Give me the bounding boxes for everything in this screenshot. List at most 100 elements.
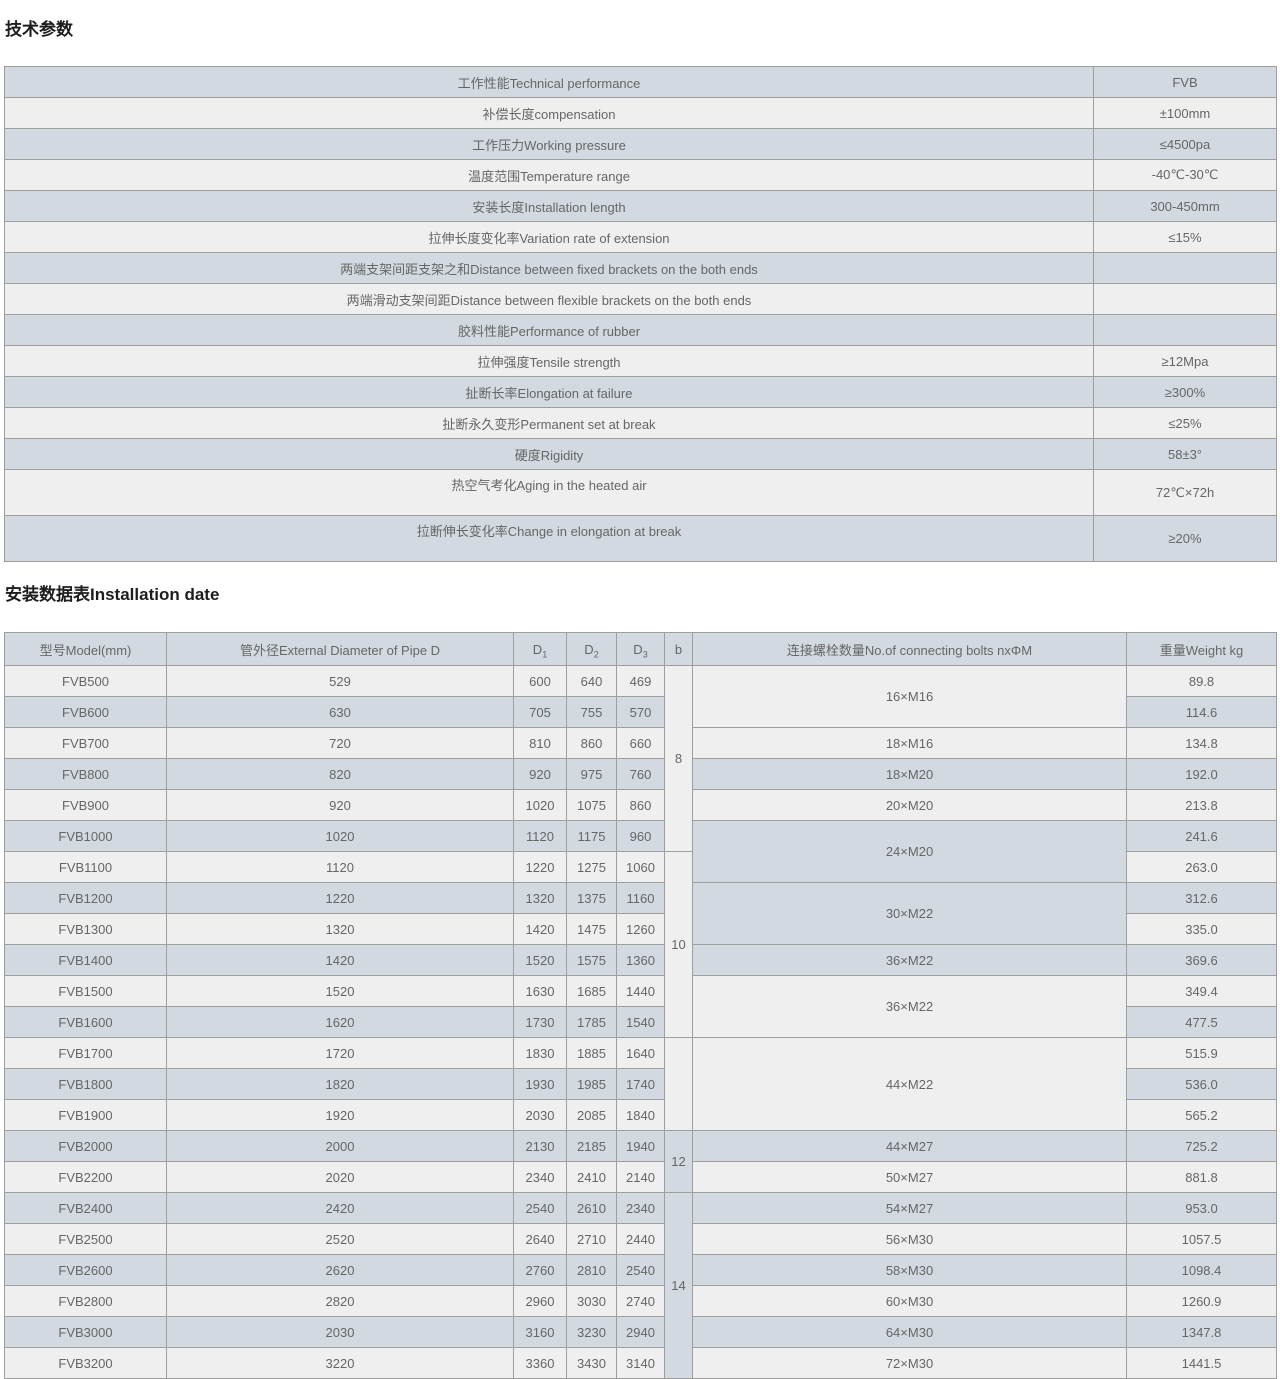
d1-cell: 1420 [513,913,567,945]
d1-cell: 3360 [513,1347,567,1379]
table-row: FVB1000 1020 1120 1175 960 24×M20 241.6 [4,820,1277,883]
d3-cell: 2740 [616,1285,665,1317]
spec-row: 工作压力Working pressure ≤4500pa [4,128,1277,160]
d2-cell: 2185 [566,1130,617,1162]
d1-cell: 1020 [513,789,567,821]
weight-cell: 134.8 [1126,727,1277,759]
d3-cell: 1060 [616,851,665,883]
model-cell: FVB1700 [4,1037,167,1069]
d1-cell: 2960 [513,1285,567,1317]
bolts-cell: 36×M22 [692,944,1127,976]
d3-cell: 1440 [616,975,665,1007]
col-header-d2: D2 [566,632,617,666]
spec-label: 温度范围Temperature range [4,159,1094,191]
spec-value: ≥20% [1093,515,1277,562]
spec-label: 工作性能Technical performance [4,66,1094,98]
spec-value [1093,314,1277,346]
d3-cell: 1360 [616,944,665,976]
spec-label: 安装长度Installation length [4,190,1094,222]
diameter-cell: 820 [166,758,514,790]
d1-cell: 2030 [513,1099,567,1131]
d3-cell: 2540 [616,1254,665,1286]
weight-cell: 565.2 [1126,1099,1277,1131]
d1-cell: 2640 [513,1223,567,1255]
d2-cell: 975 [566,758,617,790]
d3-cell: 1640 [616,1037,665,1069]
d1-cell: 705 [513,696,567,728]
col-header-d3: D3 [616,632,665,666]
model-cell: FVB3000 [4,1316,167,1348]
weight-cell: 515.9 [1126,1037,1277,1069]
spec-label: 扯断永久变形Permanent set at break [4,407,1094,439]
d2-cell: 755 [566,696,617,728]
spec-row: 拉伸长度变化率Variation rate of extension ≤15% [4,221,1277,253]
spec-value: 72℃×72h [1093,469,1277,516]
table-row: FVB1700 1720 1830 1885 1640 44×M22 515.9 [4,1037,1277,1131]
diameter-cell: 529 [166,665,514,697]
d2-cell: 860 [566,727,617,759]
bolts-cell: 54×M27 [692,1192,1127,1224]
spec-row: 温度范围Temperature range -40℃-30℃ [4,159,1277,191]
diameter-cell: 2000 [166,1130,514,1162]
spec-row: 硬度Rigidity 58±3° [4,438,1277,470]
weight-cell: 241.6 [1126,820,1277,852]
diameter-cell: 2820 [166,1285,514,1317]
table-row: FVB1600 1620 1730 1785 1540 477.5 [4,1006,1277,1038]
table-row: FVB2800 2820 2960 3030 2740 60×M30 1260.9 [4,1285,1277,1317]
model-cell: FVB2200 [4,1161,167,1193]
d2-cell: 1075 [566,789,617,821]
b-cell: 10 [664,851,693,1038]
model-cell: FVB700 [4,727,167,759]
model-cell: FVB2500 [4,1223,167,1255]
d2-cell: 1475 [566,913,617,945]
b-cell: 8 [664,665,693,852]
spec-value: ≤25% [1093,407,1277,439]
diameter-cell: 1820 [166,1068,514,1100]
weight-cell: 1347.8 [1126,1316,1277,1348]
spec-label: 两端支架间距支架之和Distance between fixed bracket… [4,252,1094,284]
spec-row: 热空气考化Aging in the heated air 72℃×72h [4,469,1277,516]
d1-cell: 2760 [513,1254,567,1286]
bolts-cell: 16×M16 [692,665,1127,728]
table-row: FVB1200 1220 1320 1375 1160 30×M22 312.6 [4,882,1277,945]
d2-cell: 1785 [566,1006,617,1038]
diameter-cell: 1320 [166,913,514,945]
spec-row: 补偿长度compensation ±100mm [4,97,1277,129]
spec-row: 扯断长率Elongation at failure ≥300% [4,376,1277,408]
diameter-cell: 1420 [166,944,514,976]
spec-label: 两端滑动支架间距Distance between flexible bracke… [4,283,1094,315]
spec-row: 拉伸强度Tensile strength ≥12Mpa [4,345,1277,377]
section1-title: 技术参数 [5,20,73,39]
table-row: FVB3200 3220 3360 3430 3140 72×M30 1441.5 [4,1347,1277,1379]
table-row: FVB3000 2030 3160 3230 2940 64×M30 1347.8 [4,1316,1277,1348]
bolts-cell: 30×M22 [692,882,1127,945]
bolts-cell: 18×M16 [692,727,1127,759]
spec-label: 补偿长度compensation [4,97,1094,129]
weight-cell: 1441.5 [1126,1347,1277,1379]
d3-cell: 660 [616,727,665,759]
model-cell: FVB3200 [4,1347,167,1379]
table-row: FVB1400 1420 1520 1575 1360 36×M22 369.6 [4,944,1277,976]
d3-cell: 1540 [616,1006,665,1038]
spec-row: 工作性能Technical performance FVB [4,66,1277,98]
col-header-d1: D1 [513,632,567,666]
d2-cell: 1985 [566,1068,617,1100]
model-cell: FVB1500 [4,975,167,1007]
b-cell: 12 [664,1130,693,1193]
model-cell: FVB1300 [4,913,167,945]
table-row: FVB2500 2520 2640 2710 2440 56×M30 1057.5 [4,1223,1277,1255]
bolts-cell: 24×M20 [692,820,1127,883]
d1-cell: 1320 [513,882,567,914]
spec-row: 安装长度Installation length 300-450mm [4,190,1277,222]
col-header-bolts: 连接螺栓数量No.of connecting bolts nxΦM [692,632,1127,666]
table-row: FVB2600 2620 2760 2810 2540 58×M30 1098.4 [4,1254,1277,1286]
d3-cell: 2940 [616,1316,665,1348]
d2-cell: 1685 [566,975,617,1007]
weight-cell: 725.2 [1126,1130,1277,1162]
model-cell: FVB1400 [4,944,167,976]
diameter-cell: 1520 [166,975,514,1007]
d3-cell: 860 [616,789,665,821]
model-cell: FVB500 [4,665,167,697]
table-row: FVB2400 2420 2540 2610 2340 14 54×M27 953.0 [4,1192,1277,1379]
